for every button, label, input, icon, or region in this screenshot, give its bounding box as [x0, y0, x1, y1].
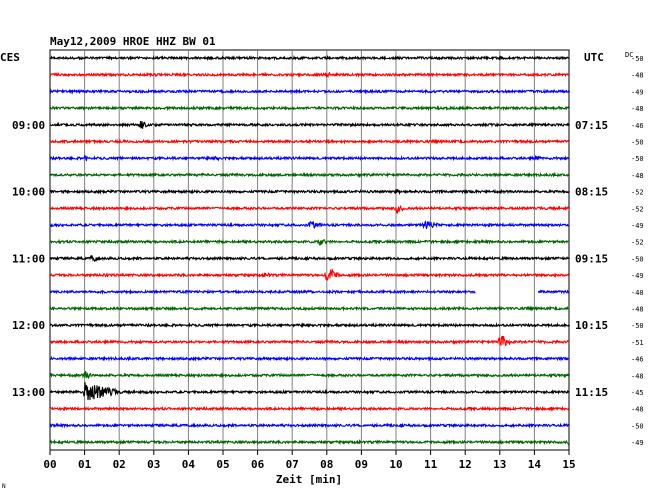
- dc-label: DC: [625, 51, 633, 59]
- dc-value-0: -50: [631, 55, 644, 63]
- dc-value-13: -49: [631, 272, 644, 280]
- x-tick-label-11: 11: [424, 458, 438, 471]
- dc-value-4: -46: [631, 122, 644, 130]
- dc-values: -50 -48 -49 -48 -46 -50 -50 -48 -52 -52 -49 -52 -50 -…: [631, 55, 644, 447]
- dc-value-22: -50: [631, 422, 644, 430]
- left-time-label-2: 11:00: [12, 252, 45, 265]
- x-tick-label-10: 10: [389, 458, 402, 471]
- dc-value-20: -45: [631, 389, 644, 397]
- dc-value-5: -50: [631, 139, 644, 147]
- trace-11: [49, 238, 570, 246]
- trace-1: [49, 71, 571, 78]
- trace-12: [49, 254, 570, 263]
- trace-3: [50, 104, 570, 112]
- right-time-label-2: 09:15: [575, 252, 608, 265]
- right-time-label-0: 07:15: [575, 119, 608, 132]
- trace-13: [49, 268, 570, 281]
- dc-value-11: -52: [631, 239, 644, 247]
- left-time-label-3: 12:00: [12, 319, 45, 332]
- chart-title: May12,2009 HROE HHZ BW 01: [50, 35, 216, 48]
- right-timezone-label: UTC: [584, 51, 604, 64]
- trace-15: [49, 305, 570, 312]
- x-axis-label: Zeit [min]: [276, 473, 342, 486]
- x-tick-label-15: 15: [562, 458, 575, 471]
- right-time-label-4: 11:15: [575, 386, 608, 399]
- dc-value-1: -48: [631, 72, 644, 80]
- trace-4: [49, 121, 570, 129]
- x-tick-label-8: 08: [320, 458, 333, 471]
- dc-value-19: -48: [631, 372, 644, 380]
- dc-value-7: -48: [631, 172, 644, 180]
- x-tick-label-1: 01: [78, 458, 92, 471]
- dc-value-15: -48: [631, 306, 644, 314]
- left-time-labels: 09:00 10:00 11:00 12:00 13:00: [12, 119, 45, 399]
- dc-value-6: -50: [631, 155, 644, 163]
- x-tick-label-4: 04: [182, 458, 196, 471]
- trace-2: [49, 88, 571, 95]
- dc-value-14: -40: [631, 289, 644, 297]
- x-tick-label-6: 06: [251, 458, 265, 471]
- left-time-label-4: 13:00: [12, 386, 45, 399]
- dc-value-2: -49: [631, 88, 644, 96]
- dc-value-3: -48: [631, 105, 644, 113]
- trace-7: [49, 171, 570, 179]
- right-time-labels: 07:15 08:15 09:15 10:15 11:15: [575, 119, 608, 399]
- dc-value-8: -52: [631, 189, 644, 197]
- plot-frame: [49, 49, 570, 451]
- x-tick-label-5: 05: [216, 458, 229, 471]
- x-axis: 00 01 02 03 04 05 06 07 08 09 10 11 12 13 14 15: [43, 450, 576, 471]
- trace-17: [49, 335, 570, 347]
- x-tick-label-12: 12: [459, 458, 472, 471]
- dc-value-17: -51: [631, 339, 644, 347]
- dc-value-10: -49: [631, 222, 644, 230]
- left-time-label-0: 09:00: [12, 119, 45, 132]
- left-time-label-1: 10:00: [12, 186, 45, 199]
- x-tick-label-9: 09: [355, 458, 368, 471]
- trace-14: [49, 288, 570, 295]
- trace-19: [49, 370, 571, 380]
- grid: [84, 50, 535, 450]
- right-time-label-3: 10:15: [575, 319, 608, 332]
- trace-18: [49, 355, 570, 362]
- trace-6: [49, 154, 570, 162]
- trace-0: [49, 54, 570, 62]
- dc-value-21: -48: [631, 406, 644, 414]
- right-time-label-1: 08:15: [575, 186, 608, 199]
- trace-8: [49, 188, 570, 196]
- dc-value-16: -50: [631, 322, 644, 330]
- trace-5: [49, 138, 570, 145]
- trace-20: [49, 382, 570, 401]
- x-tick-label-14: 14: [528, 458, 542, 471]
- dc-value-18: -46: [631, 356, 644, 364]
- trace-23: [49, 438, 570, 446]
- trace-21: [49, 405, 570, 412]
- dc-value-23: -49: [631, 439, 644, 447]
- x-tick-label-2: 02: [113, 458, 126, 471]
- trace-16: [49, 321, 570, 329]
- traces: [49, 54, 571, 446]
- x-tick-label-7: 07: [286, 458, 299, 471]
- footer-mark: N: [2, 483, 6, 490]
- x-tick-label-3: 03: [147, 458, 160, 471]
- dc-value-12: -50: [631, 255, 644, 263]
- trace-10: [49, 220, 570, 230]
- dc-value-9: -52: [631, 205, 644, 213]
- x-tick-label-0: 00: [43, 458, 56, 471]
- left-timezone-label: CES: [0, 51, 20, 64]
- trace-9: [49, 204, 571, 215]
- trace-22: [49, 422, 570, 429]
- x-tick-label-13: 13: [493, 458, 506, 471]
